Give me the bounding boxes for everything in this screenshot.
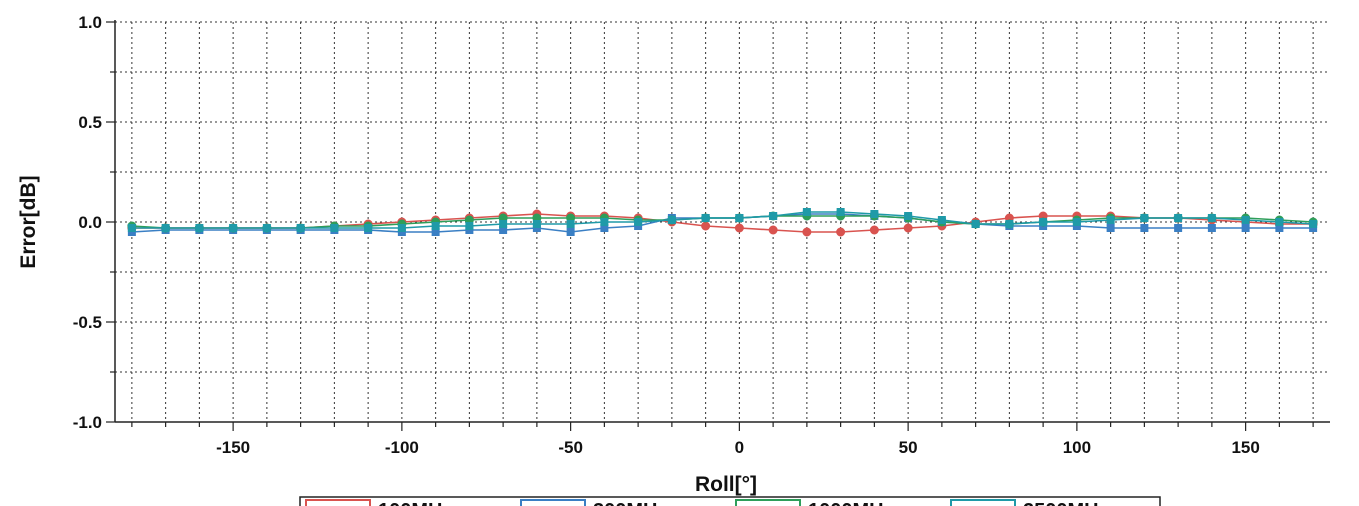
data-point [127, 224, 136, 232]
data-point [667, 216, 676, 224]
data-point [1207, 224, 1216, 232]
data-point [397, 224, 406, 232]
series-2500MHz [127, 208, 1318, 232]
data-point [499, 220, 508, 228]
data-series [127, 208, 1318, 237]
data-point [802, 208, 811, 216]
data-point [869, 225, 879, 235]
legend-swatch [305, 499, 371, 506]
data-point [1106, 216, 1115, 224]
data-point [836, 208, 845, 216]
data-point [1174, 214, 1183, 222]
data-point [802, 227, 812, 237]
legend-label: 1000MHz [808, 500, 894, 506]
data-point [1241, 224, 1250, 232]
data-point [296, 224, 305, 232]
data-point [195, 224, 204, 232]
series-300MHz [127, 210, 1318, 236]
data-point [1140, 224, 1149, 232]
data-point [1241, 216, 1250, 224]
data-point [1005, 220, 1014, 228]
legend-label: 100MHz [378, 500, 452, 506]
y-tick-label: -0.5 [73, 313, 102, 332]
data-point [364, 224, 373, 232]
data-point [701, 221, 711, 231]
y-tick-label: 1.0 [78, 13, 102, 32]
legend-item: 100MHz [305, 499, 452, 506]
data-point [566, 220, 575, 228]
x-tick-label: -50 [558, 438, 583, 457]
data-point [465, 222, 474, 230]
tick-labels: -150 -100 -50 0 50 100 150 1.0 0.5 0.0 -0.5 -1.0 [73, 13, 1260, 457]
data-point [836, 227, 846, 237]
x-tick-label: 50 [899, 438, 918, 457]
legend-item: 2500MHz [950, 499, 1109, 506]
y-tick-label: 0.5 [78, 113, 102, 132]
y-tick-label: -1.0 [73, 413, 102, 432]
data-point [971, 220, 980, 228]
data-point [1106, 224, 1115, 232]
x-tick-label: -100 [385, 438, 419, 457]
data-point [769, 212, 778, 220]
legend-label: 2500MHz [1023, 500, 1109, 506]
legend-swatch [950, 499, 1016, 506]
legend: 100MHz 300MHz 1000MHz 2500MHz [299, 496, 1161, 506]
data-point [532, 220, 541, 228]
y-tick-label: 0.0 [78, 213, 102, 232]
data-point [600, 218, 609, 226]
data-point [262, 224, 271, 232]
data-point [937, 216, 946, 224]
data-point [1275, 218, 1284, 226]
x-tick-label: -150 [216, 438, 250, 457]
data-point [701, 214, 710, 222]
y-axis-title: Error[dB] [17, 175, 40, 268]
series-line [131, 211, 1314, 229]
legend-label: 300MHz [593, 500, 667, 506]
legend-swatch [520, 499, 586, 506]
data-point [870, 210, 879, 218]
legend-swatch [735, 499, 801, 506]
data-point [903, 223, 913, 233]
legend-box [299, 496, 1161, 506]
legend-item: 1000MHz [735, 499, 894, 506]
x-axis-title: Roll[°] [695, 473, 757, 496]
data-point [566, 228, 575, 236]
data-point [1174, 224, 1183, 232]
data-point [768, 225, 778, 235]
data-point [229, 224, 238, 232]
data-point [1140, 214, 1149, 222]
data-point [330, 224, 339, 232]
data-point [1207, 214, 1216, 222]
data-point [634, 218, 643, 226]
x-tick-label: 150 [1231, 438, 1259, 457]
data-point [161, 224, 170, 232]
data-point [904, 212, 913, 220]
data-point [1072, 218, 1081, 226]
series-100MHz [127, 209, 1318, 237]
data-point [735, 214, 744, 222]
legend-item: 300MHz [520, 499, 667, 506]
data-point [1039, 218, 1048, 226]
data-point [1309, 220, 1318, 228]
x-tick-label: 0 [735, 438, 744, 457]
data-point [431, 222, 440, 230]
axes [106, 20, 1330, 431]
data-point [734, 223, 744, 233]
x-tick-label: 100 [1063, 438, 1091, 457]
